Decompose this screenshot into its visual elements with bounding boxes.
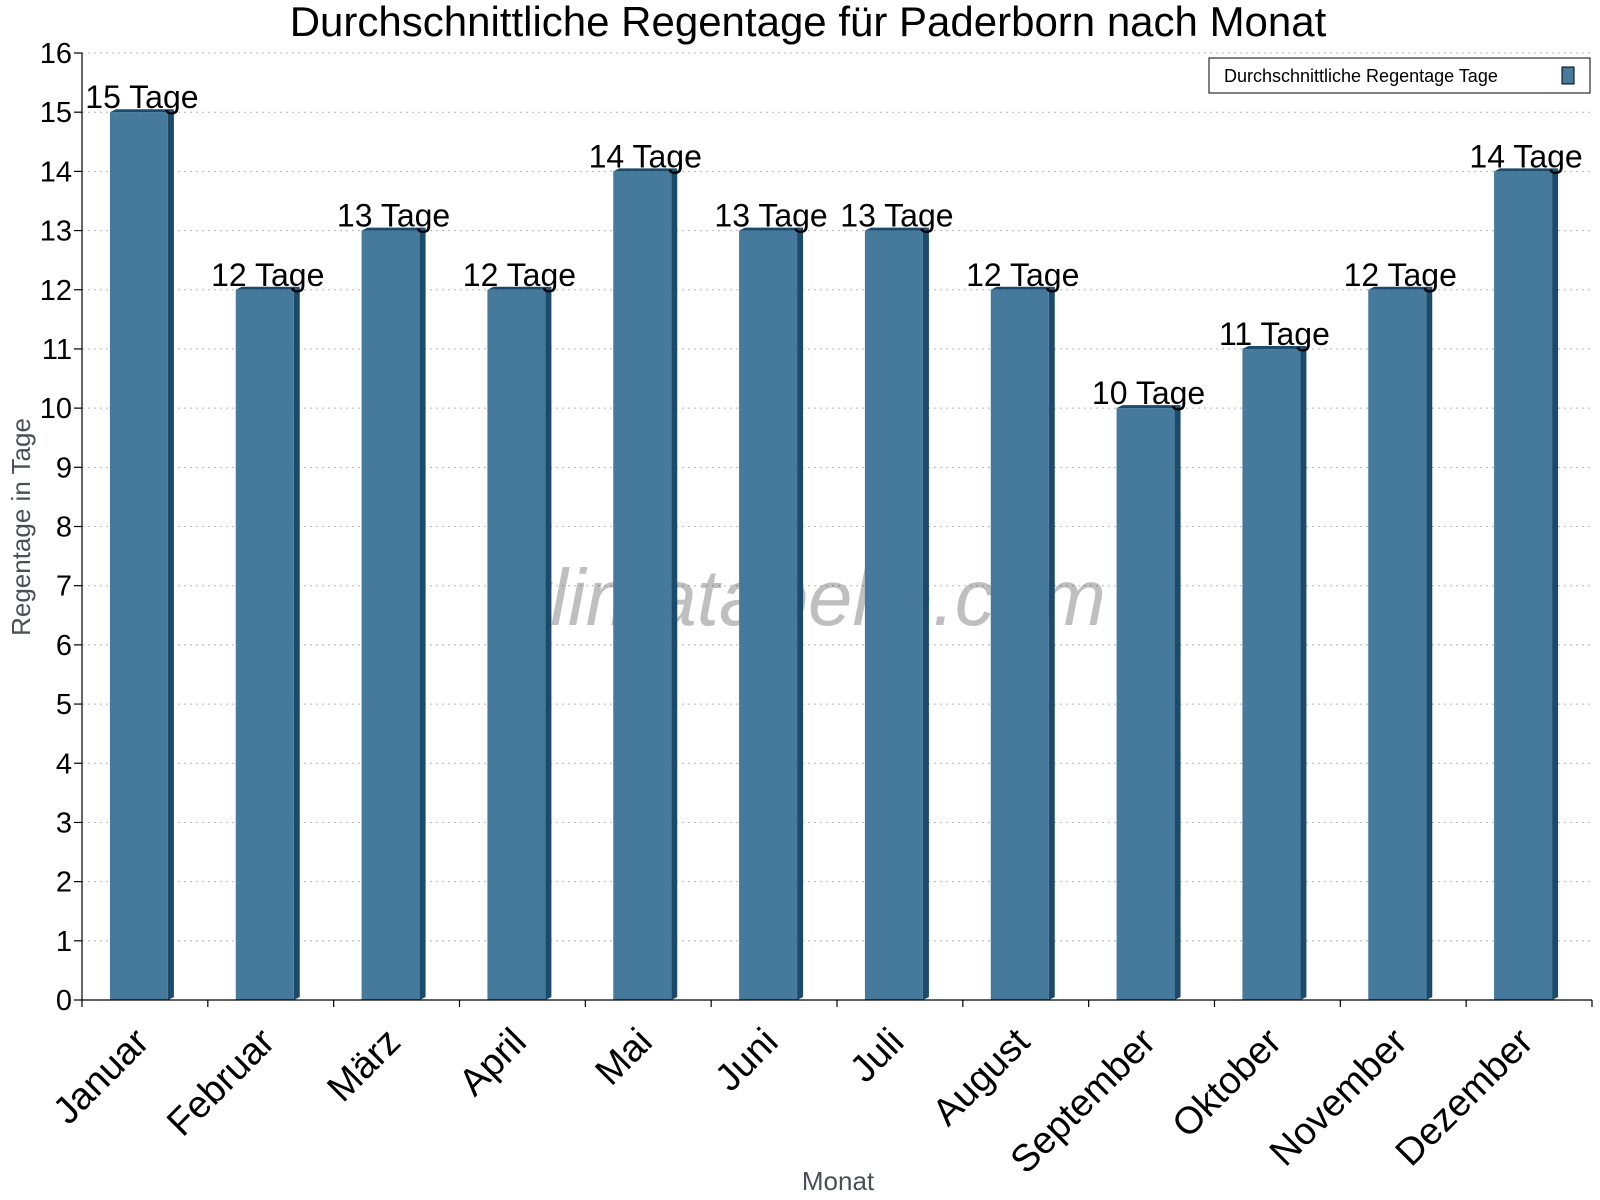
y-tick-label: 0: [56, 985, 72, 1017]
data-label: 13 Tage: [337, 198, 450, 234]
bar: [1368, 289, 1427, 1000]
x-tick-label: Dezember: [1388, 1020, 1542, 1174]
bar: [109, 112, 168, 1000]
y-tick-label: 11: [42, 334, 72, 366]
bar: [613, 171, 672, 1000]
data-label: 12 Tage: [966, 257, 1079, 293]
legend-swatch: [1561, 66, 1575, 85]
bars: [109, 109, 1559, 1000]
x-tick-label: Juni: [707, 1021, 786, 1100]
y-tick-label: 14: [40, 156, 72, 188]
bar-top: [864, 227, 929, 231]
x-axis-title: Monat: [802, 1166, 875, 1196]
axes: [74, 52, 1593, 1007]
data-label: 13 Tage: [714, 198, 827, 234]
bar: [1242, 348, 1301, 1000]
bar-top: [109, 109, 174, 113]
bar: [990, 289, 1049, 1000]
data-label: 14 Tage: [1469, 138, 1582, 174]
y-tick-label: 3: [56, 807, 72, 839]
data-label: 13 Tage: [840, 198, 953, 234]
bar-side: [167, 109, 174, 1000]
x-tick-label: März: [320, 1021, 409, 1110]
bar-top: [487, 286, 552, 290]
bar-top: [739, 227, 804, 231]
data-label: 14 Tage: [589, 138, 702, 174]
legend: Durchschnittliche Regentage Tage: [1208, 57, 1591, 94]
x-tick-labels: Januar Februar März April Mai Juni Juli AugustS…: [45, 1020, 1541, 1181]
bar-side: [419, 227, 426, 1000]
y-tick-label: 2: [56, 867, 72, 899]
bar: [235, 289, 294, 1000]
bar-side: [922, 227, 929, 1000]
data-label: 12 Tage: [463, 257, 576, 293]
y-tick-label: 12: [40, 275, 72, 307]
data-label: 15 Tage: [85, 79, 198, 115]
x-tick-label: August: [925, 1020, 1039, 1134]
bar-top: [1116, 405, 1181, 409]
data-labels: 15 Tage 12 Tage 13 Tage 12 Tage 14 Tage 13 Ta…: [85, 79, 1582, 411]
bar-top: [235, 286, 300, 290]
bar-side: [1426, 286, 1433, 1000]
y-tick-label: 15: [40, 97, 72, 129]
bar: [1116, 408, 1175, 1000]
bar-top: [1494, 168, 1559, 172]
bar-side: [797, 227, 804, 1000]
y-tick-label: 16: [40, 38, 72, 70]
x-tick-label: Juli: [842, 1021, 912, 1091]
bar-side: [1300, 345, 1307, 1000]
bar-side: [1552, 168, 1559, 1000]
chart-title: Durchschnittliche Regentage für Paderbor…: [290, 0, 1327, 45]
bar-top: [361, 227, 426, 231]
bar: [864, 230, 923, 1000]
y-axis-title: Regentage in Tage: [6, 418, 36, 636]
bar: [1494, 171, 1553, 1000]
x-tick-label: Februar: [159, 1020, 283, 1144]
bar: [739, 230, 798, 1000]
bar: [487, 289, 546, 1000]
bar-top: [990, 286, 1055, 290]
y-tick-label: 6: [56, 630, 72, 662]
y-tick-label: 9: [56, 452, 72, 484]
y-tick-label: 13: [40, 216, 72, 248]
legend-label: Durchschnittliche Regentage Tage: [1224, 66, 1498, 86]
grid-lines: [82, 52, 1592, 942]
bar-top: [1368, 286, 1433, 290]
y-tick-label: 4: [56, 748, 72, 780]
y-tick-label: 5: [56, 689, 72, 721]
bar-side: [671, 168, 678, 1000]
y-tick-label: 1: [56, 926, 72, 958]
bar: [361, 230, 420, 1000]
x-tick-label: Oktober: [1165, 1020, 1291, 1146]
data-label: 12 Tage: [1344, 257, 1457, 293]
bar-top: [613, 168, 678, 172]
bar-side: [1048, 286, 1055, 1000]
data-label: 12 Tage: [211, 257, 324, 293]
legend-box: [1208, 57, 1591, 94]
x-tick-label: Mai: [588, 1021, 661, 1094]
bar-top: [1242, 345, 1307, 349]
y-tick-label: 7: [56, 571, 72, 603]
bar-side: [545, 286, 552, 1000]
y-tick-label: 10: [40, 393, 72, 425]
x-tick-label: November: [1262, 1020, 1416, 1174]
x-tick-label: Januar: [45, 1020, 157, 1132]
data-label: 11 Tage: [1219, 316, 1330, 352]
bar-side: [1174, 405, 1181, 1000]
x-tick-label: April: [451, 1021, 534, 1104]
y-tick-label: 8: [56, 512, 72, 544]
data-label: 10 Tage: [1092, 375, 1205, 411]
bar-side: [293, 286, 300, 1000]
